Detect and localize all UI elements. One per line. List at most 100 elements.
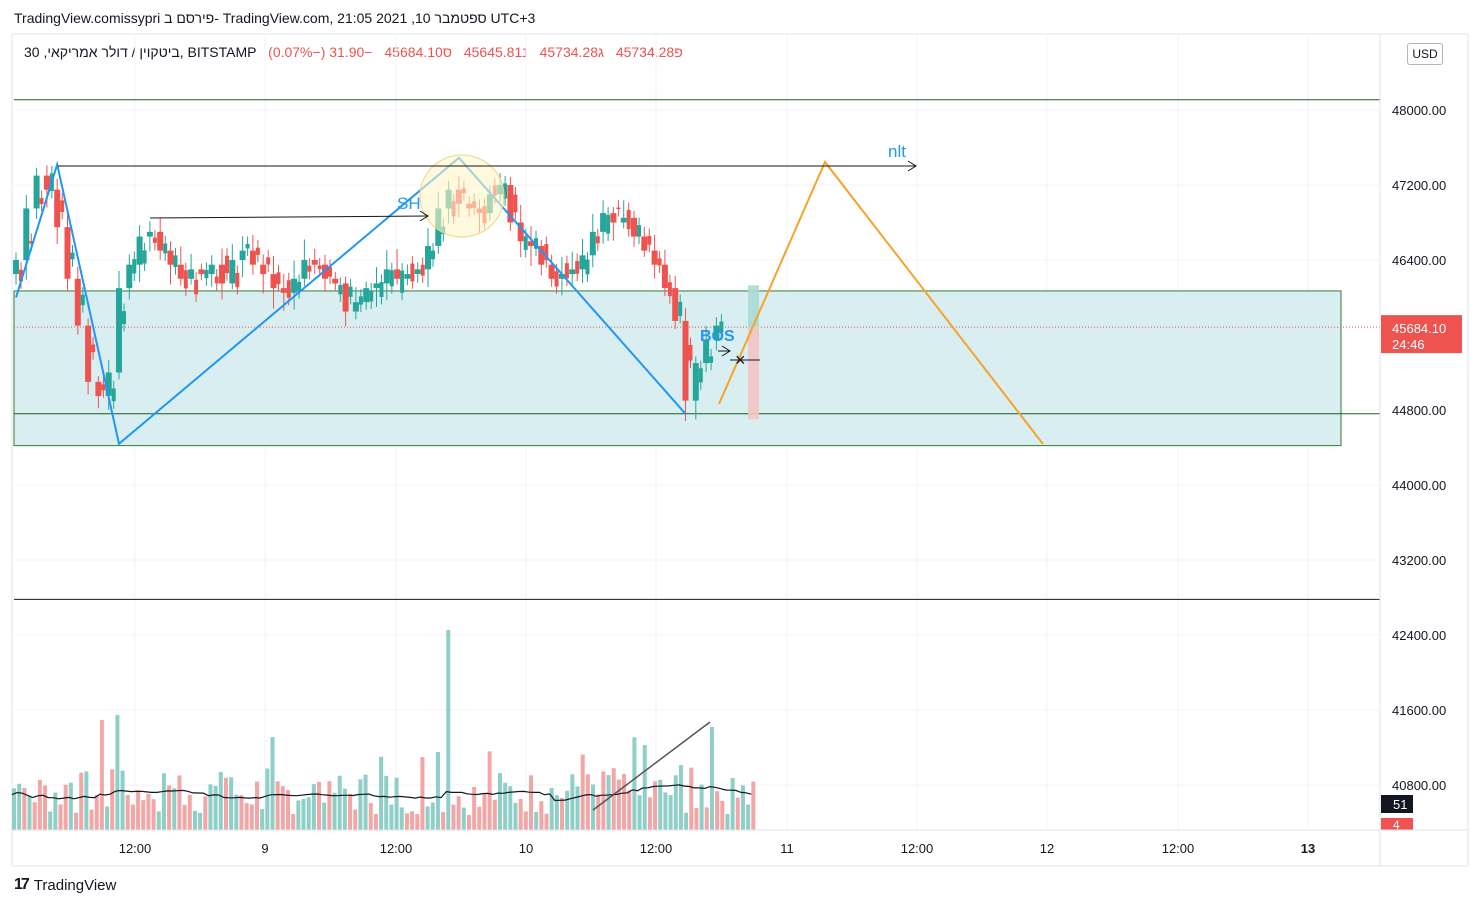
candle-body[interactable] bbox=[641, 236, 648, 251]
candle-body[interactable] bbox=[667, 282, 672, 297]
candle-body[interactable] bbox=[672, 288, 679, 321]
candle-body[interactable] bbox=[188, 269, 195, 279]
candle-body[interactable] bbox=[307, 265, 312, 272]
candle-body[interactable] bbox=[657, 258, 662, 266]
candle-body[interactable] bbox=[595, 236, 600, 244]
candle-body[interactable] bbox=[85, 325, 92, 382]
candle-body[interactable] bbox=[286, 280, 291, 298]
candle-body[interactable] bbox=[142, 250, 147, 264]
candle-body[interactable] bbox=[507, 185, 514, 223]
candle-body[interactable] bbox=[425, 245, 431, 270]
candle-body[interactable] bbox=[575, 261, 580, 274]
candle-body[interactable] bbox=[528, 241, 534, 246]
candle-body[interactable] bbox=[214, 276, 219, 284]
candle-body[interactable] bbox=[54, 189, 61, 228]
candle-body[interactable] bbox=[698, 368, 703, 383]
candle-body[interactable] bbox=[60, 200, 65, 212]
position-tool-loss[interactable] bbox=[748, 327, 759, 420]
candle-body[interactable] bbox=[122, 311, 126, 325]
candle-body[interactable] bbox=[719, 321, 724, 333]
candle-body[interactable] bbox=[606, 214, 611, 234]
candle-body[interactable] bbox=[39, 198, 44, 204]
candle-body[interactable] bbox=[688, 344, 693, 361]
candle-body[interactable] bbox=[43, 175, 50, 190]
candle-body[interactable] bbox=[389, 270, 394, 287]
volume-trendline[interactable] bbox=[592, 721, 711, 811]
candle-body[interactable] bbox=[348, 286, 353, 297]
footer-brand[interactable]: 17 TradingView bbox=[14, 876, 116, 894]
candle-body[interactable] bbox=[631, 217, 637, 237]
candle-body[interactable] bbox=[373, 283, 380, 289]
candle-body[interactable] bbox=[173, 255, 178, 267]
candle-body[interactable] bbox=[280, 288, 287, 293]
candle-body[interactable] bbox=[513, 194, 518, 213]
candle-body[interactable] bbox=[647, 235, 652, 245]
candle-body[interactable] bbox=[219, 264, 225, 284]
candle-body[interactable] bbox=[235, 272, 240, 288]
candle-body[interactable] bbox=[74, 278, 81, 326]
candle-body[interactable] bbox=[276, 272, 281, 285]
candle-body[interactable] bbox=[544, 244, 549, 261]
candle-body[interactable] bbox=[569, 269, 576, 275]
candle-body[interactable] bbox=[167, 250, 174, 265]
candle-body[interactable] bbox=[229, 260, 236, 284]
candle-body[interactable] bbox=[517, 222, 524, 242]
candle-body[interactable] bbox=[328, 266, 332, 277]
candle-body[interactable] bbox=[239, 250, 246, 260]
candle-body[interactable] bbox=[136, 236, 143, 265]
candle-body[interactable] bbox=[132, 259, 137, 274]
candle-body[interactable] bbox=[311, 260, 318, 265]
candle-body[interactable] bbox=[404, 274, 411, 279]
candle-body[interactable] bbox=[95, 381, 102, 396]
candle-body[interactable] bbox=[394, 269, 401, 279]
candle-body[interactable] bbox=[523, 236, 528, 250]
candle-body[interactable] bbox=[538, 245, 545, 265]
candle-body[interactable] bbox=[208, 264, 215, 275]
position-tool-profit[interactable] bbox=[748, 285, 759, 328]
candle-body[interactable] bbox=[116, 288, 122, 373]
candle-body[interactable] bbox=[558, 274, 565, 279]
zigzag-line[interactable] bbox=[15, 156, 687, 446]
candle-body[interactable] bbox=[163, 243, 168, 254]
candle-body[interactable] bbox=[297, 281, 302, 292]
candle-body[interactable] bbox=[620, 217, 627, 223]
candle-body[interactable] bbox=[194, 279, 199, 295]
candle-body[interactable] bbox=[589, 231, 596, 256]
candle-body[interactable] bbox=[692, 363, 699, 401]
candle-body[interactable] bbox=[585, 259, 590, 275]
candle-body[interactable] bbox=[19, 269, 23, 282]
candle-body[interactable] bbox=[249, 250, 256, 265]
candle-body[interactable] bbox=[651, 250, 658, 265]
candle-body[interactable] bbox=[13, 260, 19, 275]
candle-body[interactable] bbox=[29, 240, 34, 244]
candle-body[interactable] bbox=[352, 302, 359, 312]
candle-body[interactable] bbox=[342, 283, 349, 312]
candle-body[interactable] bbox=[626, 210, 631, 230]
candle-body[interactable] bbox=[358, 296, 363, 305]
candle-body[interactable] bbox=[610, 213, 617, 223]
candle-body[interactable] bbox=[291, 278, 298, 293]
candle-body[interactable] bbox=[33, 175, 40, 209]
candle-body[interactable] bbox=[204, 269, 209, 279]
candle-body[interactable] bbox=[157, 231, 164, 251]
candle-body[interactable] bbox=[414, 269, 421, 275]
currency-badge[interactable]: USD bbox=[1407, 43, 1443, 65]
candle-body[interactable] bbox=[23, 208, 30, 260]
candle-body[interactable] bbox=[703, 339, 710, 364]
candle-body[interactable] bbox=[91, 344, 96, 353]
candle-body[interactable] bbox=[682, 320, 689, 401]
candle-body[interactable] bbox=[579, 255, 586, 270]
candle-body[interactable] bbox=[260, 264, 267, 275]
candle-body[interactable] bbox=[420, 264, 425, 276]
candle-body[interactable] bbox=[600, 213, 607, 232]
candle-body[interactable] bbox=[245, 243, 250, 249]
candle-body[interactable] bbox=[146, 231, 153, 237]
candle-body[interactable] bbox=[678, 301, 683, 317]
candle-body[interactable] bbox=[270, 274, 277, 289]
candle-body[interactable] bbox=[126, 264, 133, 289]
candle-body[interactable] bbox=[198, 269, 205, 275]
candle-body[interactable] bbox=[410, 263, 415, 282]
candle-body[interactable] bbox=[383, 269, 390, 284]
candle-body[interactable] bbox=[616, 207, 621, 210]
